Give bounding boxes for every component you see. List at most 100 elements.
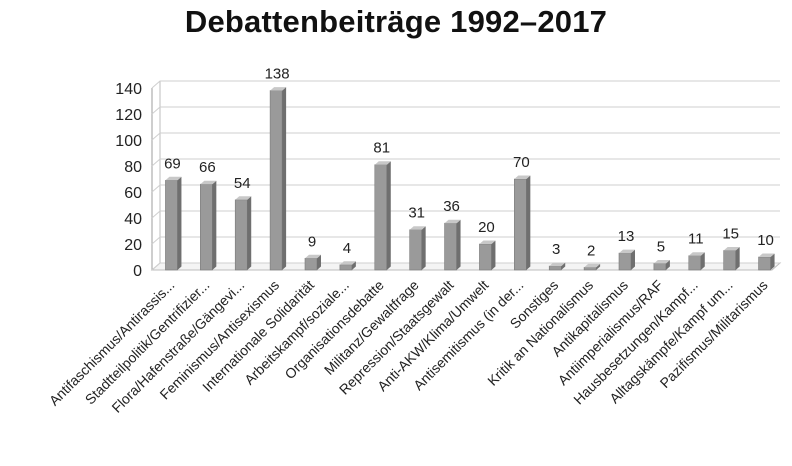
- gridline: [151, 236, 780, 245]
- bar: [583, 263, 601, 271]
- bar: [618, 249, 635, 271]
- gridline: [151, 106, 780, 115]
- data-label: 69: [164, 155, 181, 172]
- bar-top: [305, 254, 321, 259]
- chart-title: Debattenbeiträge 1992–2017: [184, 4, 608, 39]
- bar-front: [234, 199, 248, 271]
- bar-front: [339, 264, 353, 271]
- y-tick-label: 100: [115, 133, 142, 150]
- bar-side: [596, 263, 601, 270]
- bar-layer: [165, 87, 775, 271]
- bar-front: [409, 229, 422, 271]
- bar: [723, 247, 740, 271]
- data-label: 3: [552, 241, 560, 258]
- bar-side: [526, 175, 531, 270]
- bar-front: [165, 180, 178, 271]
- bar-front: [514, 178, 527, 271]
- data-label: 20: [478, 219, 495, 236]
- bar: [200, 180, 217, 271]
- bar-front: [304, 257, 318, 271]
- bar-front: [444, 222, 457, 271]
- bar-side: [282, 87, 287, 270]
- bar-front: [688, 255, 702, 271]
- y-tick-label: 0: [133, 263, 142, 280]
- bar: [758, 253, 775, 271]
- bar-side: [386, 161, 391, 270]
- bar-top: [723, 247, 740, 251]
- bar-side: [247, 196, 252, 270]
- bar: [304, 254, 321, 271]
- bar-top: [374, 161, 391, 165]
- data-label: 4: [343, 240, 351, 257]
- bar-top: [653, 260, 670, 264]
- gridline: [151, 184, 780, 193]
- y-tick-label: 20: [124, 237, 142, 254]
- data-label: 11: [688, 231, 704, 248]
- bar-front: [653, 263, 667, 271]
- bar-top: [339, 261, 356, 265]
- bar-front: [374, 164, 388, 271]
- bar-top: [200, 180, 217, 185]
- data-label: 9: [308, 233, 316, 250]
- bar-front: [618, 252, 632, 271]
- bar-front: [548, 265, 562, 271]
- bar-front: [583, 267, 597, 271]
- data-label: 10: [757, 232, 774, 249]
- bar-top: [235, 196, 252, 200]
- y-tick-label: 80: [124, 159, 142, 176]
- bar-top: [758, 253, 775, 257]
- bar-side: [421, 226, 426, 270]
- bar-top: [619, 249, 635, 254]
- y-tick-label: 140: [115, 81, 142, 98]
- gridline: [151, 262, 780, 271]
- bar-side: [770, 253, 775, 270]
- bar-top: [549, 262, 566, 267]
- bar-top: [409, 226, 426, 230]
- gridline: [151, 158, 780, 167]
- bar-top: [479, 240, 496, 244]
- gridline: [151, 210, 780, 219]
- bar-side: [212, 180, 217, 270]
- bar: [339, 261, 356, 271]
- bar-front: [479, 243, 492, 271]
- bar-front: [269, 90, 283, 271]
- bar: [653, 260, 670, 271]
- bar-side: [351, 261, 356, 270]
- bar: [234, 196, 252, 271]
- bar-top: [444, 219, 461, 224]
- bar: [269, 87, 287, 271]
- bar-side: [317, 254, 321, 270]
- bar-top: [514, 175, 531, 179]
- bar-front: [723, 250, 736, 271]
- data-label: 13: [618, 228, 635, 245]
- y-tick-label: 40: [124, 211, 142, 228]
- bar: [548, 262, 566, 271]
- data-label: 15: [722, 226, 739, 243]
- bar-top: [584, 263, 601, 268]
- bar: [409, 226, 426, 271]
- y-tick-label: 60: [124, 185, 142, 202]
- data-label: 66: [199, 159, 216, 176]
- data-label: 5: [657, 239, 665, 256]
- bar: [165, 176, 182, 271]
- bar: [374, 161, 391, 271]
- bar: [514, 175, 531, 271]
- data-label: 2: [587, 242, 595, 259]
- bar-side: [665, 260, 670, 270]
- bar-side: [561, 262, 566, 270]
- gridline: [151, 80, 780, 89]
- data-label: 31: [408, 205, 425, 222]
- bar: [688, 252, 705, 271]
- data-label: 54: [234, 175, 251, 192]
- bar-side: [177, 176, 182, 270]
- bar-front: [200, 183, 213, 271]
- bar: [444, 219, 461, 271]
- bar-front: [758, 256, 771, 271]
- data-label: 138: [265, 66, 290, 83]
- data-label: 70: [513, 154, 530, 171]
- bar: [479, 240, 496, 271]
- x-tick-label: Flora/Hafenstraße/Gängevi...: [108, 277, 247, 416]
- bar-side: [631, 249, 635, 270]
- bar-side: [491, 240, 496, 270]
